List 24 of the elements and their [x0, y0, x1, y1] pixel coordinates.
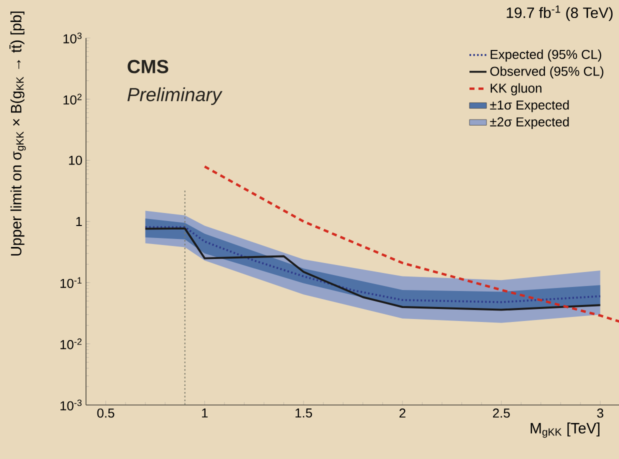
annotation: CMS — [128, 60, 168, 74]
y-tick-label: 10$^{-3}$ — [60, 400, 82, 410]
x-axis-title: M$_{gKK}$ [TeV] — [530, 422, 600, 438]
x-tick-label: 2.5 — [492, 408, 510, 418]
annotation: Preliminary — [127, 87, 222, 106]
x-tick-label: 1.5 — [296, 408, 312, 418]
legend-label: KK gluon — [490, 83, 542, 96]
legend-label: ±1σ Expected — [490, 100, 569, 112]
legend-label: Expected (95% CL) — [490, 50, 602, 62]
y-tick-label: 10$^{3}$ — [64, 32, 82, 44]
y-tick-label: 1 — [76, 217, 82, 226]
y-tick-label: 10$^{-2}$ — [60, 338, 82, 350]
line-series — [203, 165, 619, 323]
x-tick-label: 3 — [597, 408, 604, 418]
y-axis-title: Upper limit on σ$_{gKK}$ × B(g$_{KK}$ → tt̄) [pb] — [10, 12, 26, 256]
y-tick-label: 10 — [69, 156, 82, 165]
y-tick-label: 10$^{-1}$ — [60, 277, 82, 288]
x-tick-label: 2 — [400, 408, 406, 418]
x-tick-label: 1 — [202, 408, 208, 418]
chart-title: 19.7 fb$^{-1}$ (8 TeV) — [506, 6, 613, 22]
legend-label: Observed (95% CL) — [490, 66, 604, 78]
x-tick-label: 0.5 — [97, 408, 114, 418]
y-tick-label: 10$^{2}$ — [64, 94, 82, 105]
legend-label: ±2σ Expected — [490, 116, 569, 130]
